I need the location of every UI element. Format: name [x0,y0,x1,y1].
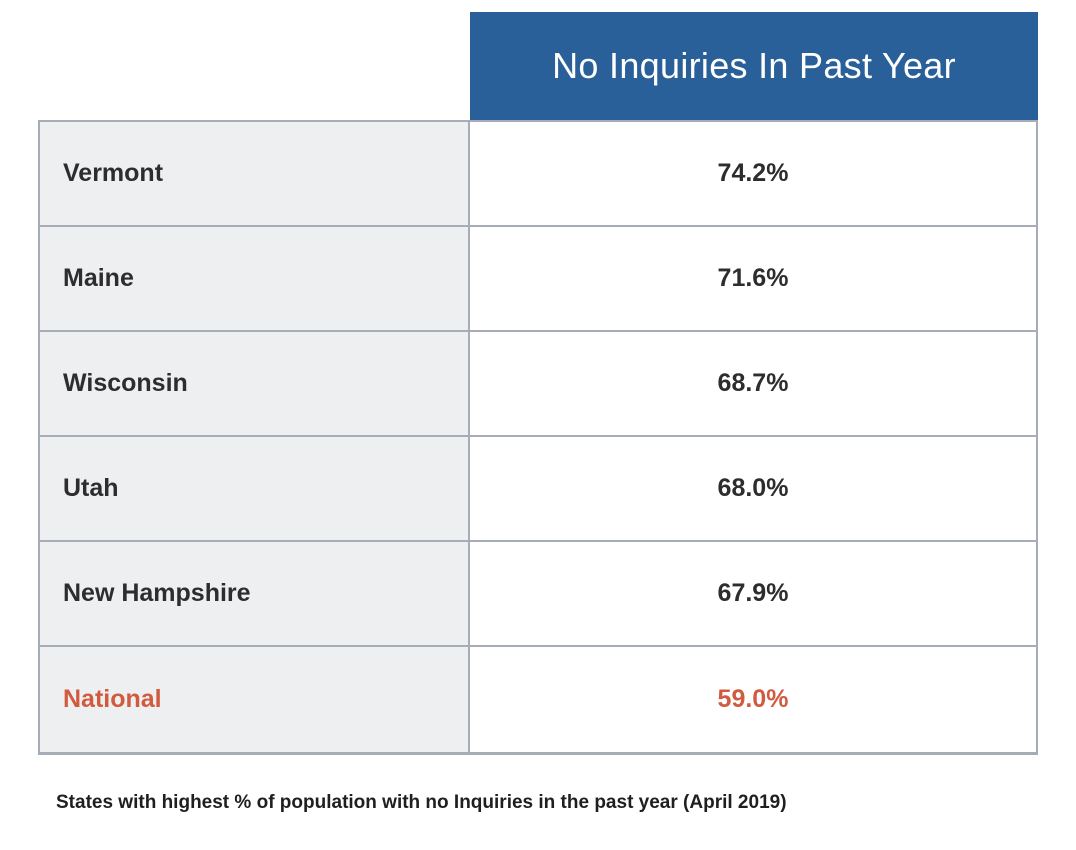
table-row-maine: Maine 71.6% [40,227,1036,332]
national-value: 59.0% [470,647,1036,752]
state-name: Vermont [40,122,470,225]
state-value: 74.2% [470,122,1036,225]
state-value: 68.0% [470,437,1036,540]
column-header-no-inquiries: No Inquiries In Past Year [470,12,1038,120]
header-spacer [38,12,470,120]
table-row-national: National 59.0% [40,647,1036,752]
table-header-row: No Inquiries In Past Year [0,0,1076,120]
state-name: New Hampshire [40,542,470,645]
table-row-wisconsin: Wisconsin 68.7% [40,332,1036,437]
state-name: Maine [40,227,470,330]
table-row-vermont: Vermont 74.2% [40,122,1036,227]
state-value: 67.9% [470,542,1036,645]
national-label: National [40,647,470,752]
state-value: 71.6% [470,227,1036,330]
table-row-utah: Utah 68.0% [40,437,1036,542]
state-name: Utah [40,437,470,540]
state-value: 68.7% [470,332,1036,435]
table-caption: States with highest % of population with… [56,792,787,813]
state-name: Wisconsin [40,332,470,435]
state-inquiries-table: Vermont 74.2% Maine 71.6% Wisconsin 68.7… [38,120,1038,755]
table-row-new-hampshire: New Hampshire 67.9% [40,542,1036,647]
